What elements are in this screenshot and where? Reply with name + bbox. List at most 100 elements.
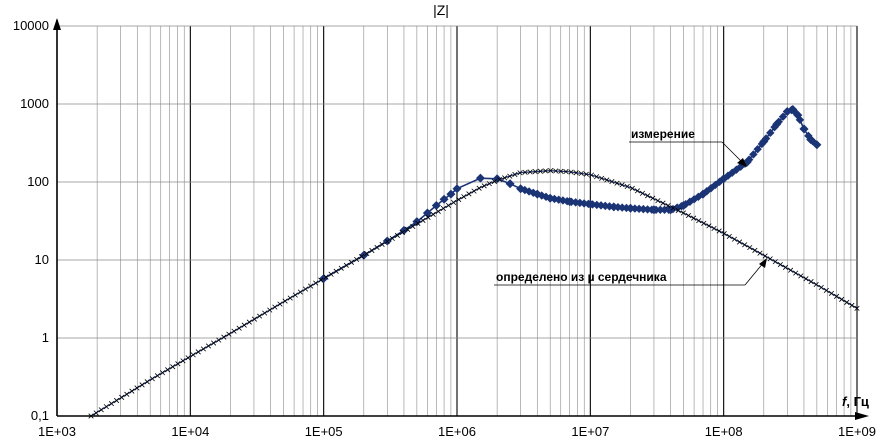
data-point-diamond xyxy=(736,162,745,171)
data-point-cross xyxy=(762,253,768,259)
data-point-cross xyxy=(226,331,232,337)
data-point-diamond xyxy=(579,199,589,208)
data-point-cross xyxy=(491,178,498,185)
data-point-cross xyxy=(788,267,794,273)
data-point-cross xyxy=(639,190,646,196)
series-calculated xyxy=(88,168,860,419)
data-point-diamond xyxy=(766,128,775,138)
data-point-cross xyxy=(736,239,743,245)
data-point-diamond xyxy=(571,198,580,207)
data-point-diamond xyxy=(584,199,593,209)
x-tick-label: 1E+07 xyxy=(571,424,609,439)
data-point-cross xyxy=(558,168,564,174)
data-point-diamond xyxy=(554,195,563,204)
data-point-cross xyxy=(461,194,467,200)
data-point-cross xyxy=(144,379,150,385)
data-point-cross xyxy=(660,200,666,206)
data-point-cross xyxy=(180,358,186,364)
series-calculated-line xyxy=(90,169,858,417)
data-point-diamond xyxy=(668,204,678,214)
data-point-cross xyxy=(507,173,513,179)
data-point-cross xyxy=(205,343,212,349)
data-point-diamond xyxy=(537,191,546,200)
data-point-cross xyxy=(98,407,104,413)
data-point-cross xyxy=(410,223,416,229)
x-tick-label: 1E+04 xyxy=(171,424,209,439)
data-point-cross xyxy=(129,388,135,394)
x-tick-label: 1E+09 xyxy=(838,424,876,439)
data-point-cross xyxy=(389,235,395,242)
data-point-diamond xyxy=(685,197,695,206)
axes xyxy=(53,18,869,420)
data-point-cross xyxy=(93,410,99,416)
data-point-cross xyxy=(609,179,615,185)
major-grid xyxy=(57,25,858,416)
data-point-cross xyxy=(844,299,850,305)
data-point-cross xyxy=(384,238,390,245)
data-point-cross xyxy=(553,168,559,174)
data-point-cross xyxy=(757,250,763,256)
data-point-diamond xyxy=(613,203,623,212)
data-point-cross xyxy=(451,199,457,206)
data-point-cross xyxy=(752,247,758,253)
data-point-cross xyxy=(440,205,446,212)
arrowhead-icon xyxy=(737,158,747,167)
data-point-cross xyxy=(149,376,155,382)
data-point-cross xyxy=(731,236,738,242)
data-point-cross xyxy=(742,242,748,248)
data-point-cross xyxy=(772,259,778,265)
data-point-diamond xyxy=(778,112,788,121)
data-point-cross xyxy=(823,287,829,294)
data-point-cross xyxy=(563,169,569,175)
data-point-cross xyxy=(190,352,196,358)
data-point-cross xyxy=(833,293,840,299)
data-point-cross xyxy=(267,307,273,313)
data-point-cross xyxy=(481,183,487,189)
data-point-cross xyxy=(522,169,528,175)
data-point-cross xyxy=(425,214,431,220)
annotation-measurement: измерение xyxy=(629,127,747,167)
data-point-cross xyxy=(333,268,339,274)
data-point-diamond xyxy=(529,188,538,198)
data-point-cross xyxy=(486,181,492,187)
data-point-cross xyxy=(634,188,641,194)
data-point-cross xyxy=(277,301,283,307)
y-axis-arrow-icon xyxy=(53,18,61,30)
data-point-diamond xyxy=(505,179,515,189)
series-layer xyxy=(88,105,860,419)
data-point-cross xyxy=(527,169,533,175)
data-point-cross xyxy=(241,322,247,328)
data-point-cross xyxy=(818,284,824,291)
data-point-diamond xyxy=(808,136,817,146)
y-tick-label: 1000 xyxy=(20,96,49,111)
data-point-cross xyxy=(272,304,278,310)
data-point-cross xyxy=(512,171,518,178)
data-point-cross xyxy=(696,218,702,224)
data-point-cross xyxy=(517,170,523,176)
data-point-cross xyxy=(767,256,773,262)
data-point-diamond xyxy=(799,125,809,134)
annotation-calculated: определено из µ сердечника xyxy=(494,258,767,286)
data-point-cross xyxy=(302,286,309,292)
data-point-cross xyxy=(369,247,375,254)
data-point-cross xyxy=(348,259,355,265)
data-point-diamond xyxy=(804,131,813,141)
arrowhead-icon xyxy=(759,258,767,268)
data-point-cross xyxy=(476,185,482,191)
data-point-cross xyxy=(420,217,426,223)
data-point-cross xyxy=(282,298,288,304)
data-point-diamond xyxy=(757,139,767,149)
data-point-diamond xyxy=(622,203,631,213)
data-point-cross xyxy=(747,244,753,251)
data-point-cross xyxy=(405,226,411,232)
data-point-cross xyxy=(88,413,94,419)
data-point-cross xyxy=(292,292,298,298)
data-point-cross xyxy=(216,337,222,343)
minor-grid xyxy=(96,26,852,416)
data-point-cross xyxy=(251,316,258,322)
data-point-cross xyxy=(849,302,855,308)
data-point-cross xyxy=(573,170,579,176)
tick-labels: 1E+03 1E+04 1E+05 1E+06 1E+07 1E+08 1E+09 0,1 1 1… xyxy=(13,18,876,439)
data-point-diamond xyxy=(723,171,733,180)
